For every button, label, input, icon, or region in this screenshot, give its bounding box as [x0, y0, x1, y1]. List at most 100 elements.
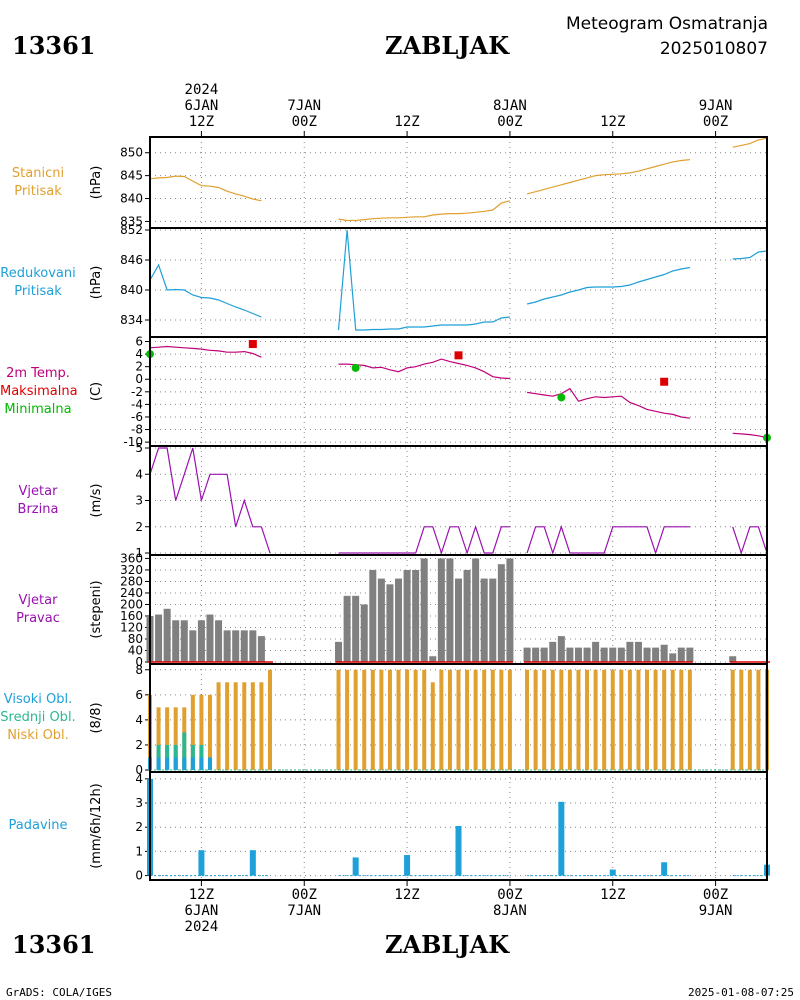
panel-label: Vjetar Brzina — [0, 483, 76, 519]
y-tick-label: 6 — [135, 688, 143, 702]
wind-direction-bar — [223, 630, 231, 662]
cloud-bar — [199, 694, 204, 770]
wind-direction-bar — [455, 578, 462, 662]
meteogram-title: Meteogram Osmatranja — [565, 14, 768, 34]
wind-direction-bar — [163, 608, 171, 662]
wind-direction-bar — [566, 647, 574, 662]
footer-timestamp: 2025-01-08-07:25 — [688, 986, 794, 999]
min-temp-marker — [557, 393, 566, 402]
y-tick-label: 3 — [135, 796, 143, 810]
precip-bar — [455, 826, 462, 876]
cloud-bar — [173, 707, 178, 770]
cloud-bar — [627, 669, 632, 770]
cloud-bar — [482, 669, 487, 770]
cloud-bar — [739, 669, 744, 770]
cloud-bar — [593, 669, 598, 770]
wind-direction-bar — [600, 647, 608, 662]
time-label-line: 12Z — [394, 114, 420, 130]
time-label-line: 00Z — [497, 887, 523, 903]
panel-frame — [149, 136, 768, 229]
cloud-bar — [362, 669, 367, 770]
time-label: 2024 6JAN 12Z — [171, 82, 231, 130]
y-tick-label: 2 — [135, 738, 143, 752]
time-label-line: 00Z — [702, 114, 729, 130]
wind-direction-bar — [686, 647, 694, 662]
cloud-bar — [507, 669, 512, 770]
time-label-line: 00Z — [497, 114, 523, 130]
y-tick-label: 834 — [120, 313, 143, 327]
panel-frame — [149, 227, 768, 338]
wind-direction-bar — [626, 641, 634, 662]
y-tick-label: 4 — [135, 467, 143, 481]
y-tick-label: 1 — [135, 844, 143, 858]
cloud-bar — [199, 757, 204, 770]
wind-direction-bar — [609, 647, 617, 662]
time-label-line: 9JAN — [698, 98, 733, 114]
time-label-line: 8JAN — [493, 98, 527, 114]
y-tick-label: -10 — [123, 435, 143, 449]
cloud-bar — [602, 669, 607, 770]
time-label-line: 2024 — [184, 82, 219, 98]
y-tick-label: 840 — [120, 283, 143, 297]
series-line — [732, 526, 768, 555]
cloud-bar — [242, 682, 247, 770]
panel-frame — [149, 445, 768, 556]
panel-label-line: Padavine — [8, 818, 68, 833]
wind-direction-bar — [540, 647, 548, 662]
wind-direction-bar — [660, 644, 668, 662]
time-label: 9JAN 00Z — [686, 98, 746, 130]
wind-direction-bar — [386, 584, 394, 662]
wind-direction-bar — [420, 558, 428, 662]
cloud-bar — [370, 669, 375, 770]
series-line — [149, 447, 262, 528]
cloud-bar — [756, 669, 761, 770]
cloud-bar — [165, 707, 170, 770]
time-label-line: 12Z — [600, 887, 626, 903]
cloud-bar — [490, 669, 495, 770]
wind-direction-bar — [480, 578, 488, 662]
wind-direction-bar — [180, 620, 188, 662]
station-pressure-panel: 835 840 845 850 — [120, 136, 768, 229]
wind-direction-bar — [643, 647, 651, 662]
cloud-bar — [336, 669, 341, 770]
panel-label-line: Stanicni — [11, 165, 65, 181]
precip-bar — [609, 869, 616, 876]
cloud-bar — [190, 757, 195, 770]
y-tick-label: 3 — [135, 494, 143, 508]
time-label: 00Z 7JAN — [274, 887, 334, 919]
y-tick-label: 0 — [135, 869, 143, 883]
cloud-bar — [413, 669, 418, 770]
wind-direction-bar — [429, 656, 437, 662]
panel-label-line: Pritisak — [14, 283, 62, 299]
y-tick-label: 840 — [120, 192, 143, 206]
max-temp-marker — [660, 377, 669, 386]
series-line — [149, 345, 262, 358]
y-tick-label: 8 — [135, 663, 143, 677]
cloud-bar — [216, 682, 221, 770]
cloud-bar — [670, 669, 675, 770]
panel-label: Redukovani Pritisak — [0, 265, 76, 301]
y-tick-label: -2 — [131, 385, 143, 399]
cloud-bar — [499, 669, 504, 770]
panel-unit-label: (m/s) — [89, 484, 104, 518]
y-tick-label: 6 — [135, 335, 143, 349]
y-tick-label: 0 — [135, 372, 143, 386]
panel-unit-label: (hPa) — [89, 266, 104, 300]
cloud-bar — [559, 669, 564, 770]
cloud-bar — [550, 669, 555, 770]
y-tick-label: 80 — [128, 632, 143, 646]
panel-label-line: Pravac — [16, 610, 60, 626]
panel-label-line: Vjetar — [18, 483, 58, 499]
cloud-bar — [636, 669, 641, 770]
series-line — [732, 432, 768, 439]
wind-direction-bar — [617, 647, 625, 662]
footer-station-id: 13361 — [12, 930, 96, 959]
cloud-bar — [653, 669, 658, 770]
cloud-bar — [396, 669, 401, 770]
y-tick-label: 4 — [135, 772, 143, 786]
cloud-bar — [207, 757, 212, 770]
cloud-bar — [456, 669, 461, 770]
wind-direction-bar — [155, 614, 163, 662]
wind-direction-bar — [377, 578, 385, 662]
